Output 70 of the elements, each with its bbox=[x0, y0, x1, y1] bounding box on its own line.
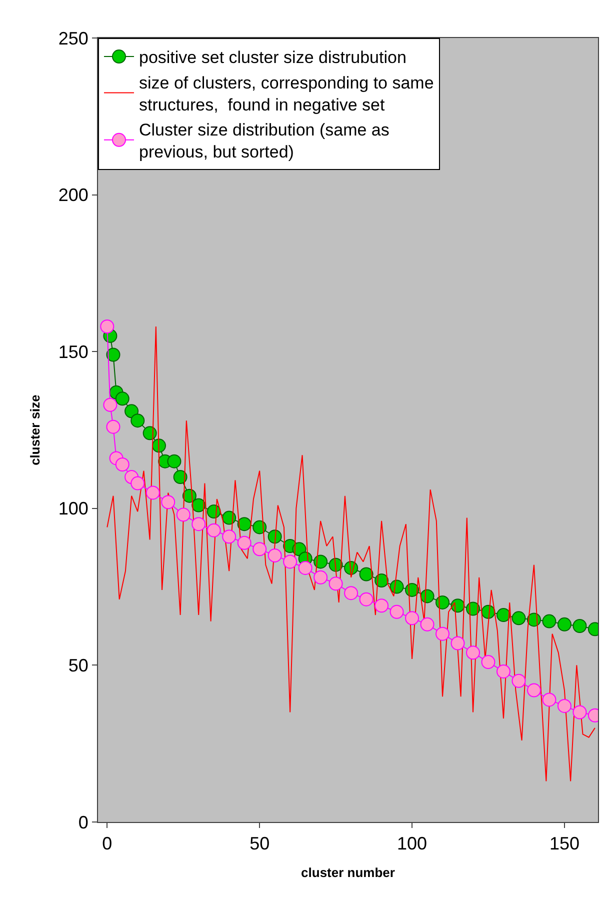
point bbox=[115, 392, 130, 406]
point bbox=[466, 646, 480, 660]
x-tick-label: 0 bbox=[102, 834, 112, 854]
point bbox=[512, 674, 526, 688]
point bbox=[252, 520, 267, 534]
point bbox=[237, 536, 252, 550]
point bbox=[450, 636, 465, 650]
point bbox=[237, 517, 252, 532]
point bbox=[359, 592, 374, 606]
x-tick-label: 100 bbox=[396, 834, 428, 854]
point bbox=[328, 576, 343, 591]
point bbox=[314, 570, 328, 584]
point bbox=[374, 598, 389, 613]
point bbox=[526, 683, 541, 698]
x-tick-label: 50 bbox=[250, 834, 270, 854]
point bbox=[130, 476, 145, 490]
line-series bbox=[106, 326, 596, 782]
point bbox=[420, 617, 434, 632]
legend-label: size of clusters, corresponding to same structures, found in negative set bbox=[139, 73, 434, 114]
point bbox=[103, 398, 118, 412]
point bbox=[173, 470, 188, 484]
y-tick-label: 100 bbox=[58, 498, 88, 519]
point bbox=[557, 617, 572, 632]
y-tick-label: 200 bbox=[58, 185, 88, 206]
point bbox=[100, 320, 114, 334]
point bbox=[542, 692, 556, 707]
point bbox=[252, 542, 267, 556]
legend-label: Cluster size distribution (same as previous, but sorted) bbox=[139, 120, 390, 162]
point bbox=[572, 619, 587, 633]
legend-label: positive set cluster size distrubution bbox=[139, 48, 406, 68]
point bbox=[115, 458, 130, 472]
point bbox=[146, 486, 160, 500]
point bbox=[436, 626, 450, 641]
x-tick-label: 150 bbox=[549, 834, 580, 854]
point bbox=[161, 495, 176, 510]
point bbox=[222, 510, 236, 525]
point bbox=[405, 611, 420, 626]
point bbox=[512, 611, 526, 626]
point bbox=[344, 586, 358, 600]
point bbox=[167, 454, 182, 468]
point bbox=[206, 523, 221, 538]
y-tick-label: 150 bbox=[58, 342, 88, 362]
point bbox=[390, 604, 404, 619]
point bbox=[142, 426, 157, 440]
point bbox=[106, 348, 120, 362]
point bbox=[176, 508, 190, 522]
point bbox=[130, 414, 145, 428]
x-axis-title: cluster number bbox=[301, 865, 395, 880]
y-axis-title: cluster size bbox=[27, 394, 42, 466]
point bbox=[124, 404, 139, 418]
point bbox=[268, 530, 282, 544]
point bbox=[572, 705, 587, 720]
point bbox=[192, 517, 206, 532]
point bbox=[390, 580, 404, 594]
point bbox=[283, 554, 298, 569]
point bbox=[222, 530, 236, 544]
point bbox=[496, 608, 510, 622]
point bbox=[481, 655, 496, 670]
point bbox=[314, 554, 328, 569]
point bbox=[359, 567, 374, 582]
point bbox=[436, 595, 450, 610]
y-tick-label: 0 bbox=[78, 812, 88, 832]
point bbox=[557, 698, 572, 713]
point bbox=[496, 664, 510, 678]
point bbox=[542, 614, 556, 628]
point bbox=[298, 560, 312, 575]
y-tick-label: 50 bbox=[68, 656, 88, 676]
point bbox=[268, 548, 282, 562]
point bbox=[106, 420, 120, 434]
y-tick-label: 250 bbox=[58, 28, 88, 48]
